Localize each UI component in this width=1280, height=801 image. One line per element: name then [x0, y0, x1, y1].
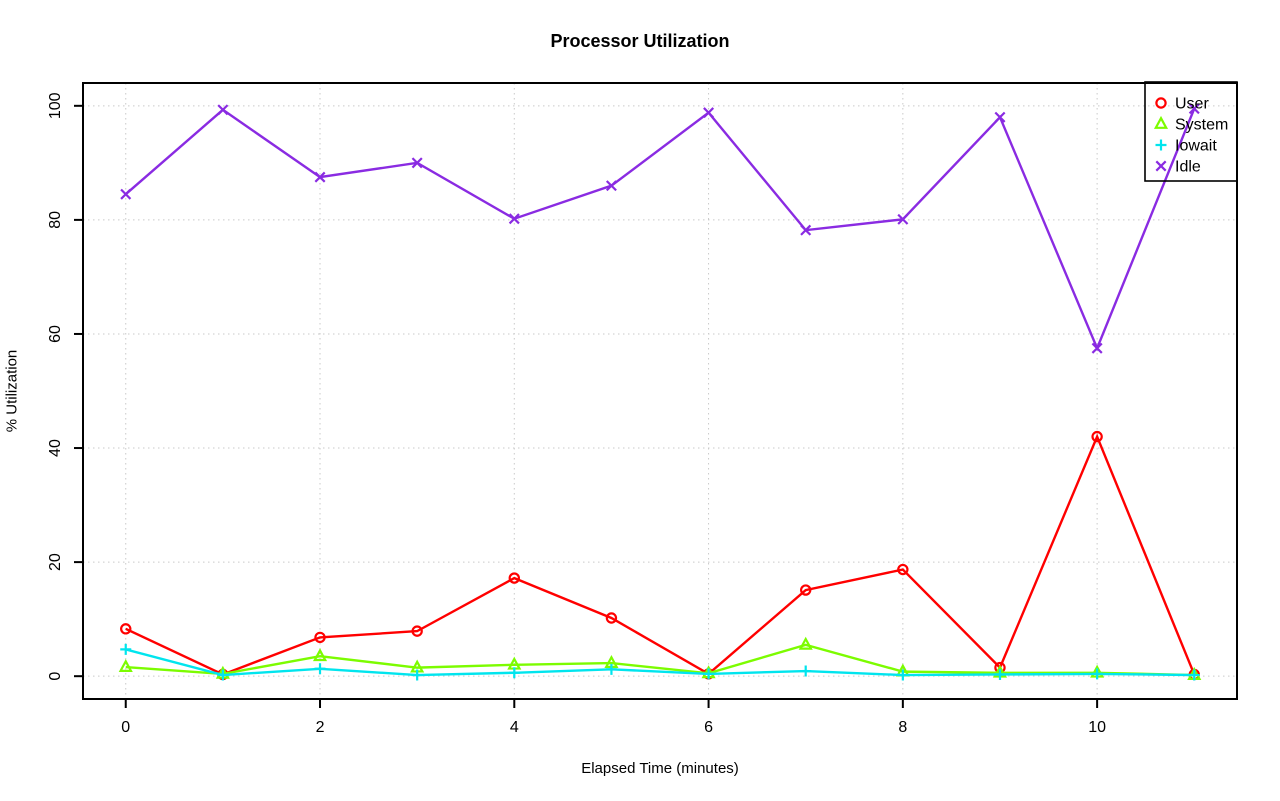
- x-marker: [411, 157, 423, 169]
- x-marker: [508, 213, 520, 225]
- x-marker: [703, 107, 715, 119]
- circle-marker: [1091, 430, 1103, 443]
- plus-marker: [703, 668, 715, 680]
- x-tick-label: 2: [316, 719, 325, 736]
- x-tick-label: 0: [121, 719, 130, 736]
- plus-marker: [411, 669, 423, 681]
- plus-marker: [1188, 669, 1200, 681]
- circle-marker: [120, 623, 132, 635]
- series-idle: [120, 103, 1200, 354]
- x-marker: [1188, 103, 1200, 115]
- circle-marker: [897, 563, 909, 576]
- x-axis-label: Elapsed Time (minutes): [581, 760, 739, 777]
- series-user: [120, 430, 1200, 681]
- plus-marker: [605, 663, 617, 675]
- plus-marker: [314, 663, 326, 675]
- plus-marker: [1091, 668, 1103, 680]
- circle-marker: [605, 612, 618, 624]
- triangle-marker: [1153, 115, 1169, 129]
- triangle-marker: [798, 636, 813, 650]
- legend-label-idle: Idle: [1175, 159, 1201, 176]
- plus-marker: [800, 665, 812, 677]
- triangle-marker: [118, 658, 133, 672]
- series-line: [124, 108, 1196, 352]
- x-marker: [605, 180, 617, 192]
- circle-marker: [314, 631, 326, 644]
- y-tick-label: 20: [47, 553, 64, 571]
- circle-marker: [1155, 97, 1167, 109]
- x-marker: [314, 171, 326, 183]
- x-marker: [120, 188, 132, 200]
- circle-marker: [411, 625, 423, 637]
- plus-marker: [994, 668, 1006, 680]
- plus-marker: [508, 667, 520, 679]
- y-tick-label: 40: [47, 439, 64, 457]
- x-marker: [1155, 160, 1167, 172]
- y-tick-label: 80: [47, 211, 64, 229]
- x-marker: [217, 104, 229, 116]
- x-marker: [800, 224, 812, 236]
- series-line: [125, 643, 1195, 677]
- x-tick-label: 10: [1088, 719, 1106, 736]
- x-marker: [994, 111, 1006, 123]
- x-marker: [1091, 342, 1103, 354]
- circle-marker: [508, 572, 520, 584]
- plus-marker: [120, 643, 132, 655]
- y-tick-label: 0: [47, 672, 64, 681]
- legend-label-iowait: Iowait: [1175, 138, 1217, 155]
- plot-frame: [82, 82, 1238, 700]
- y-tick-label: 60: [47, 325, 64, 343]
- plus-marker: [897, 669, 909, 681]
- series-line: [125, 648, 1195, 677]
- series-line: [125, 433, 1196, 676]
- x-tick-label: 6: [704, 719, 713, 736]
- x-marker: [897, 213, 909, 225]
- y-tick-label: 100: [47, 92, 64, 119]
- gridlines: [83, 83, 1237, 699]
- plus-marker: [217, 669, 229, 681]
- series-iowait: [120, 643, 1200, 681]
- chart-title: Processor Utilization: [550, 31, 730, 51]
- plus-marker: [1155, 139, 1167, 151]
- triangle-marker: [312, 648, 328, 662]
- x-tick-label: 4: [510, 719, 519, 736]
- legend-label-system: System: [1175, 117, 1228, 134]
- legend: User System Iowait Idle: [1144, 81, 1238, 182]
- circle-marker: [800, 584, 812, 596]
- legend-label-user: User: [1175, 96, 1209, 113]
- legend-box: [1144, 81, 1238, 182]
- x-tick-label: 8: [898, 719, 907, 736]
